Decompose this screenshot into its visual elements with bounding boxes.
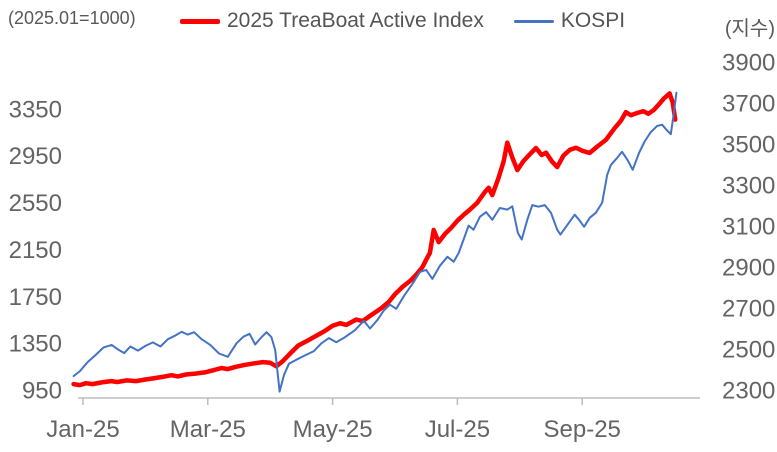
right-axis-label: 2500	[722, 337, 775, 364]
right-axis-label: 2700	[722, 296, 775, 323]
right-axis-label: 3700	[722, 91, 775, 118]
left-axis-label: 2950	[9, 143, 62, 170]
legend: 2025 TreaBoat Active Index KOSPI	[180, 9, 625, 33]
right-axis-label: 3300	[722, 173, 775, 200]
kospi-legend-label: KOSPI	[560, 9, 626, 32]
left-axis-label: 2550	[9, 190, 62, 217]
legend-item-treaboat: 2025 TreaBoat Active Index	[180, 9, 484, 33]
x-axis-label: Jul-25	[425, 416, 490, 443]
x-axis-label: Jan-25	[46, 416, 119, 443]
left-axis-unit-note: (2025.01=1000)	[8, 8, 136, 28]
kospi-legend-line-swatch	[513, 19, 554, 23]
x-axis-label: Mar-25	[170, 416, 246, 443]
left-axis-label: 2150	[9, 237, 62, 264]
right-axis-label: 3100	[722, 214, 775, 241]
treaboat-line	[71, 91, 678, 388]
right-axis-label: 2900	[722, 255, 775, 282]
left-axis-label: 950	[22, 378, 62, 405]
treaboat-legend-label: 2025 TreaBoat Active Index	[227, 9, 484, 32]
left-axis-label: 1350	[9, 331, 62, 358]
x-axis-label: May-25	[293, 416, 373, 443]
treaboat-legend-line-swatch	[180, 18, 220, 24]
left-axis-label: 3350	[9, 96, 62, 123]
x-axis-label: Sep-25	[544, 416, 621, 443]
right-axis-label: 3900	[722, 50, 775, 77]
right-axis-unit-note: (지수)	[724, 18, 775, 40]
legend-item-kospi: KOSPI	[513, 9, 626, 33]
right-axis-label: 2300	[722, 378, 775, 405]
left-axis-label: 1750	[9, 284, 62, 311]
kospi-line	[72, 91, 678, 393]
right-axis-label: 3500	[722, 132, 775, 159]
